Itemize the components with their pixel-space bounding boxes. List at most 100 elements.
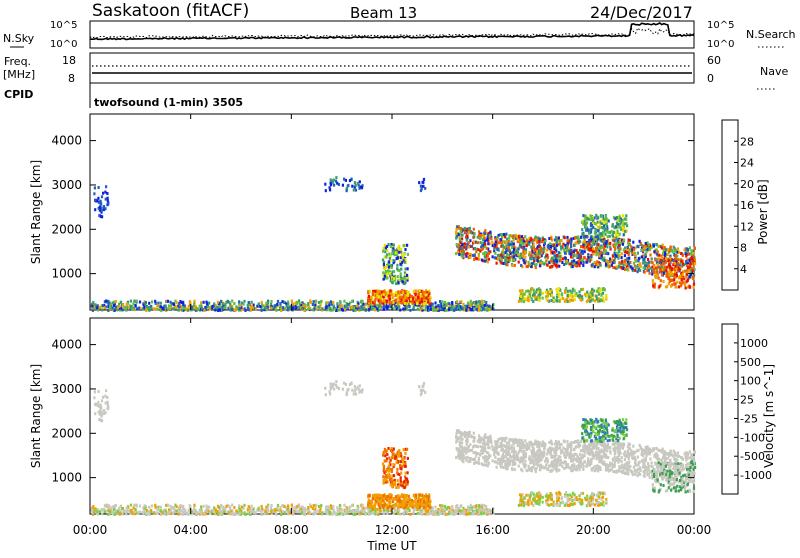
data-cell xyxy=(130,504,132,507)
data-cell xyxy=(393,474,395,477)
data-cell xyxy=(514,264,516,267)
data-cell xyxy=(104,207,106,210)
data-cell xyxy=(692,259,694,262)
data-cell xyxy=(528,299,530,302)
data-cell xyxy=(102,304,104,307)
data-cell xyxy=(165,306,167,309)
data-cell xyxy=(206,302,208,305)
data-cell xyxy=(261,513,263,516)
data-cell xyxy=(523,292,525,295)
data-cell xyxy=(296,301,298,304)
data-cell xyxy=(176,301,178,304)
data-cell xyxy=(173,507,175,510)
data-cell xyxy=(635,254,637,257)
data-cell xyxy=(131,512,133,515)
data-cell xyxy=(295,510,297,513)
data-cell xyxy=(612,261,614,264)
data-cell xyxy=(522,259,524,262)
data-cell xyxy=(506,263,508,266)
data-cell xyxy=(208,506,210,509)
data-cell xyxy=(396,267,398,270)
data-cell xyxy=(620,226,622,229)
data-cell xyxy=(586,235,588,238)
data-cell xyxy=(402,500,404,503)
data-cell xyxy=(105,389,107,392)
data-cell xyxy=(397,479,399,482)
data-cell xyxy=(639,240,641,243)
data-cell xyxy=(365,513,367,516)
data-cell xyxy=(148,302,150,305)
data-cell xyxy=(478,513,480,516)
data-cell xyxy=(390,245,392,248)
data-cell xyxy=(132,507,134,510)
data-cell xyxy=(604,228,606,231)
data-cell xyxy=(365,507,367,510)
data-cell xyxy=(425,296,427,299)
data-cell xyxy=(251,301,253,304)
data-cell xyxy=(428,495,430,498)
data-cell xyxy=(385,459,387,462)
data-cell xyxy=(199,305,201,308)
data-cell xyxy=(553,251,555,254)
data-cell xyxy=(153,307,155,310)
data-cell xyxy=(112,511,114,514)
data-cell xyxy=(108,506,110,509)
data-cell xyxy=(584,247,586,250)
data-cell xyxy=(674,247,676,250)
data-cell xyxy=(398,509,400,512)
data-cell xyxy=(623,239,625,242)
data-cell xyxy=(637,270,639,273)
data-cell xyxy=(632,241,634,244)
data-cell xyxy=(465,246,467,249)
data-cell xyxy=(425,302,427,305)
data-cell xyxy=(678,268,680,271)
data-cell xyxy=(464,231,466,234)
data-cell xyxy=(473,235,475,238)
data-cell xyxy=(572,265,574,268)
data-cell xyxy=(636,245,638,248)
data-cell xyxy=(333,184,335,187)
data-cell xyxy=(417,497,419,500)
data-cell xyxy=(579,249,581,252)
data-cell xyxy=(363,307,365,310)
data-cell xyxy=(602,231,604,234)
data-cell xyxy=(591,264,593,267)
data-cell xyxy=(437,307,439,310)
data-cell xyxy=(270,511,272,514)
data-cell xyxy=(618,265,620,268)
data-cell xyxy=(426,293,428,296)
data-cell xyxy=(349,383,351,386)
data-cell xyxy=(528,261,530,264)
data-cell xyxy=(467,302,469,305)
data-cell xyxy=(590,228,592,231)
data-cell xyxy=(564,236,566,239)
data-cell xyxy=(415,299,417,302)
data-cell xyxy=(422,185,424,188)
data-cell xyxy=(399,500,401,503)
data-cell xyxy=(512,235,514,238)
data-cell xyxy=(420,185,422,188)
data-cell xyxy=(319,508,321,511)
data-cell xyxy=(665,269,667,272)
data-cell xyxy=(413,290,415,293)
data-cell xyxy=(130,509,132,512)
data-cell xyxy=(562,257,564,260)
data-cell xyxy=(362,300,364,303)
data-cell xyxy=(391,485,393,488)
data-cell xyxy=(440,303,442,306)
data-cell xyxy=(612,244,614,247)
data-cell xyxy=(626,268,628,271)
data-cell xyxy=(567,300,569,303)
data-cell xyxy=(160,506,162,509)
data-cell xyxy=(566,248,568,251)
data-cell xyxy=(408,495,410,498)
data-cell xyxy=(355,184,357,187)
data-cell xyxy=(501,241,503,244)
data-cell xyxy=(588,295,590,298)
data-cell xyxy=(369,504,371,507)
data-cell xyxy=(618,250,620,253)
data-cell xyxy=(470,504,472,507)
data-cell xyxy=(530,290,532,293)
data-cell xyxy=(625,218,627,221)
data-cell xyxy=(570,245,572,248)
